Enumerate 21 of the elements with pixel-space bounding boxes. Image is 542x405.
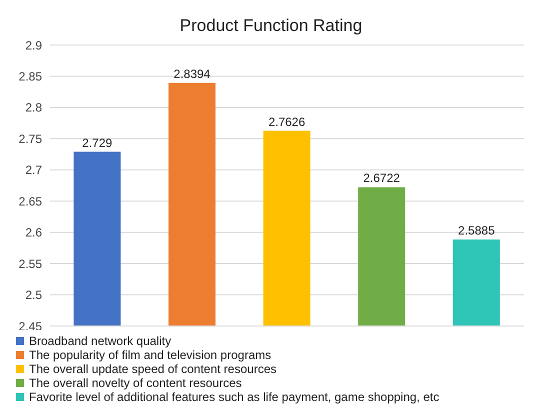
y-tick-label: 2.55 <box>18 256 42 271</box>
data-label: 2.729 <box>82 136 113 150</box>
y-tick-label: 2.8 <box>25 100 42 115</box>
y-tick-label: 2.45 <box>18 319 42 334</box>
y-tick-label: 2.7 <box>25 163 42 178</box>
chart-title: Product Function Rating <box>178 15 364 37</box>
y-tick-label: 2.85 <box>18 69 42 84</box>
data-label: 2.7626 <box>268 114 306 129</box>
y-tick-label: 2.65 <box>18 194 42 208</box>
y-tick-label: 2.75 <box>18 132 42 146</box>
legend-label: The popularity of film and television programs <box>29 348 272 362</box>
y-tick-label: 2.9 <box>25 38 42 52</box>
data-label: 2.8394 <box>174 66 211 81</box>
y-tick-label: 2.6 <box>25 226 42 240</box>
legend-label: The overall update speed of content resources <box>29 362 276 376</box>
data-label: 2.6722 <box>363 171 400 186</box>
legend-label: Favorite level of additional features such as life payment, game shopping, etc <box>29 390 440 404</box>
legend-label: Broadband network quality <box>29 334 172 348</box>
y-tick-label: 2.5 <box>25 288 42 302</box>
legend-label: The overall novelty of content resources <box>29 376 242 390</box>
data-label: 2.5885 <box>458 224 496 238</box>
